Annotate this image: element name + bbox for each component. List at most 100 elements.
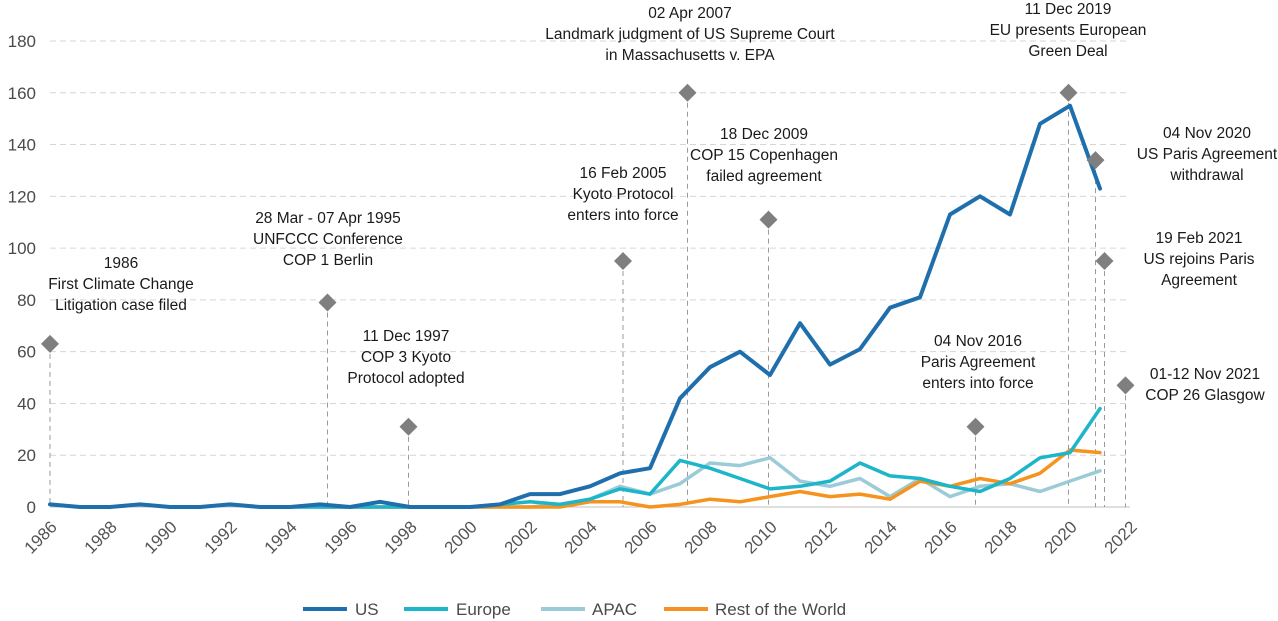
event-annotation: 19 Feb 2021 US rejoins Paris Agreement	[1143, 230, 1254, 289]
event-annotation-line: in Massachusetts v. EPA	[605, 47, 775, 64]
event-annotation: 28 Mar - 07 Apr 1995 UNFCCC Conference COP…	[253, 210, 403, 269]
x-tick-label: 1998	[381, 517, 421, 557]
series-line-rest-of-the-world	[318, 448, 1102, 509]
event-annotation: 18 Dec 2009 COP 15 Copenhagen failed agree…	[690, 126, 838, 185]
event-marker-diamond	[41, 334, 59, 353]
event-annotation-line: withdrawal	[1169, 167, 1243, 184]
event-annotation-line: 18 Dec 2009	[720, 126, 808, 143]
x-tick-label: 1990	[141, 517, 181, 557]
x-tick-label: 1988	[81, 517, 121, 557]
series-lines	[48, 103, 1102, 509]
legend-label-rest-of-world: Rest of the World	[715, 600, 846, 619]
event-annotation: 02 Apr 2007 Landmark judgment of US Supre…	[545, 5, 835, 64]
event-annotation: 11 Dec 2019 EU presents European Green Dea…	[990, 1, 1147, 60]
x-tick-label: 2022	[1101, 517, 1141, 557]
y-tick-label: 120	[8, 187, 36, 206]
x-tick-label: 1986	[21, 517, 61, 557]
event-annotation: 01-12 Nov 2021 COP 26 Glasgow	[1145, 366, 1265, 404]
event-annotation-line: COP 15 Copenhagen	[690, 147, 838, 164]
event-annotation-line: US Paris Agreement	[1137, 146, 1278, 163]
event-annotation-line: 04 Nov 2020	[1163, 125, 1251, 142]
event-annotation: 04 Nov 2016 Paris Agreement enters into fo…	[921, 333, 1036, 392]
x-tick-label: 2018	[981, 517, 1021, 557]
event-annotation: 16 Feb 2005 Kyoto Protocol enters into for…	[567, 165, 678, 224]
y-tick-label: 60	[17, 343, 36, 362]
series-line-us	[48, 103, 1102, 509]
event-markers	[41, 83, 1135, 436]
y-tick-label: 80	[17, 291, 36, 310]
x-tick-label: 2008	[681, 517, 721, 557]
x-tick-label: 1996	[321, 517, 361, 557]
event-annotation-line: First Climate Change	[48, 276, 194, 293]
gridlines	[50, 40, 1130, 456]
legend-label-us: US	[355, 600, 379, 619]
event-marker-diamond	[614, 252, 632, 271]
legend-item-rest-of-world: Rest of the World	[664, 600, 846, 619]
event-annotation: 11 Dec 1997 COP 3 Kyoto Protocol adopted	[347, 328, 464, 387]
y-tick-label: 20	[17, 446, 36, 465]
x-tick-label: 1994	[261, 517, 301, 557]
event-annotation-line: COP 26 Glasgow	[1145, 387, 1265, 404]
x-tick-label: 2002	[501, 517, 541, 557]
x-tick-label: 1992	[201, 517, 241, 557]
event-marker-diamond	[1095, 252, 1114, 271]
event-annotations: 1986 First Climate Change Litigation case …	[48, 1, 1278, 404]
event-annotation-line: 11 Dec 2019	[1025, 1, 1112, 18]
y-tick-label: 160	[8, 84, 36, 103]
event-annotation-line: EU presents European	[990, 22, 1147, 39]
legend-item-apac: APAC	[541, 600, 637, 619]
event-annotation-line: Paris Agreement	[921, 354, 1036, 371]
event-annotation-line: 11 Dec 1997	[363, 328, 450, 345]
x-tick-label: 2010	[741, 517, 781, 557]
x-tick-label: 2012	[801, 517, 841, 557]
event-annotation-line: failed agreement	[706, 168, 822, 185]
event-annotation-line: 1986	[104, 255, 138, 272]
event-annotation-line: enters into force	[922, 375, 1033, 392]
event-annotation: 1986 First Climate Change Litigation case …	[48, 255, 194, 314]
legend-item-us: US	[303, 600, 379, 619]
event-marker-diamond	[1116, 376, 1135, 395]
event-annotation-line: Green Deal	[1028, 43, 1107, 60]
event-annotation-line: 28 Mar - 07 Apr 1995	[255, 210, 401, 227]
event-marker-diamond	[1086, 151, 1105, 170]
legend: US Europe APAC Rest of the World	[303, 600, 846, 619]
x-tick-label: 2016	[921, 517, 961, 557]
y-tick-label: 180	[8, 32, 36, 51]
event-marker-diamond	[966, 417, 985, 436]
event-annotation: 04 Nov 2020 US Paris Agreement withdrawal	[1137, 125, 1278, 184]
event-annotation-line: UNFCCC Conference	[253, 231, 403, 248]
x-tick-label: 2006	[621, 517, 661, 557]
event-marker-diamond	[399, 417, 418, 436]
event-annotation-line: Litigation case filed	[55, 297, 187, 314]
event-annotation-line: Protocol adopted	[347, 370, 464, 387]
x-tick-label: 2014	[861, 517, 901, 557]
event-marker-diamond	[1059, 83, 1078, 102]
legend-label-europe: Europe	[456, 600, 511, 619]
event-annotation-line: Kyoto Protocol	[573, 186, 674, 203]
event-annotation-line: Landmark judgment of US Supreme Court	[545, 26, 835, 43]
event-annotation-line: US rejoins Paris	[1143, 251, 1254, 268]
x-tick-label: 2000	[441, 517, 481, 557]
event-marker-diamond	[678, 83, 697, 102]
event-annotation-line: enters into force	[567, 207, 678, 224]
event-annotation-line: 02 Apr 2007	[648, 5, 732, 22]
legend-label-apac: APAC	[592, 600, 637, 619]
event-annotation-line: 16 Feb 2005	[579, 165, 666, 182]
y-axis: 0 20 40 60 80 100 120 140 160 180	[8, 32, 36, 517]
x-tick-label: 2020	[1041, 517, 1081, 557]
event-lines	[49, 102, 1126, 507]
event-annotation-line: Agreement	[1161, 272, 1238, 289]
y-tick-label: 40	[17, 394, 36, 413]
event-annotation-line: COP 3 Kyoto	[361, 349, 451, 366]
event-annotation-line: COP 1 Berlin	[283, 252, 373, 269]
x-axis: 1986 1988 1990 1992 1994 1996 1998 2000 2002 2004…	[21, 506, 1141, 558]
event-marker-diamond	[318, 293, 337, 312]
x-tick-label: 2004	[561, 517, 601, 557]
event-annotation-line: 04 Nov 2016	[934, 333, 1022, 350]
y-tick-label: 140	[8, 136, 36, 155]
y-tick-label: 0	[27, 498, 36, 517]
event-annotation-line: 19 Feb 2021	[1155, 230, 1242, 247]
event-marker-diamond	[759, 210, 778, 229]
event-annotation-line: 01-12 Nov 2021	[1150, 366, 1260, 383]
